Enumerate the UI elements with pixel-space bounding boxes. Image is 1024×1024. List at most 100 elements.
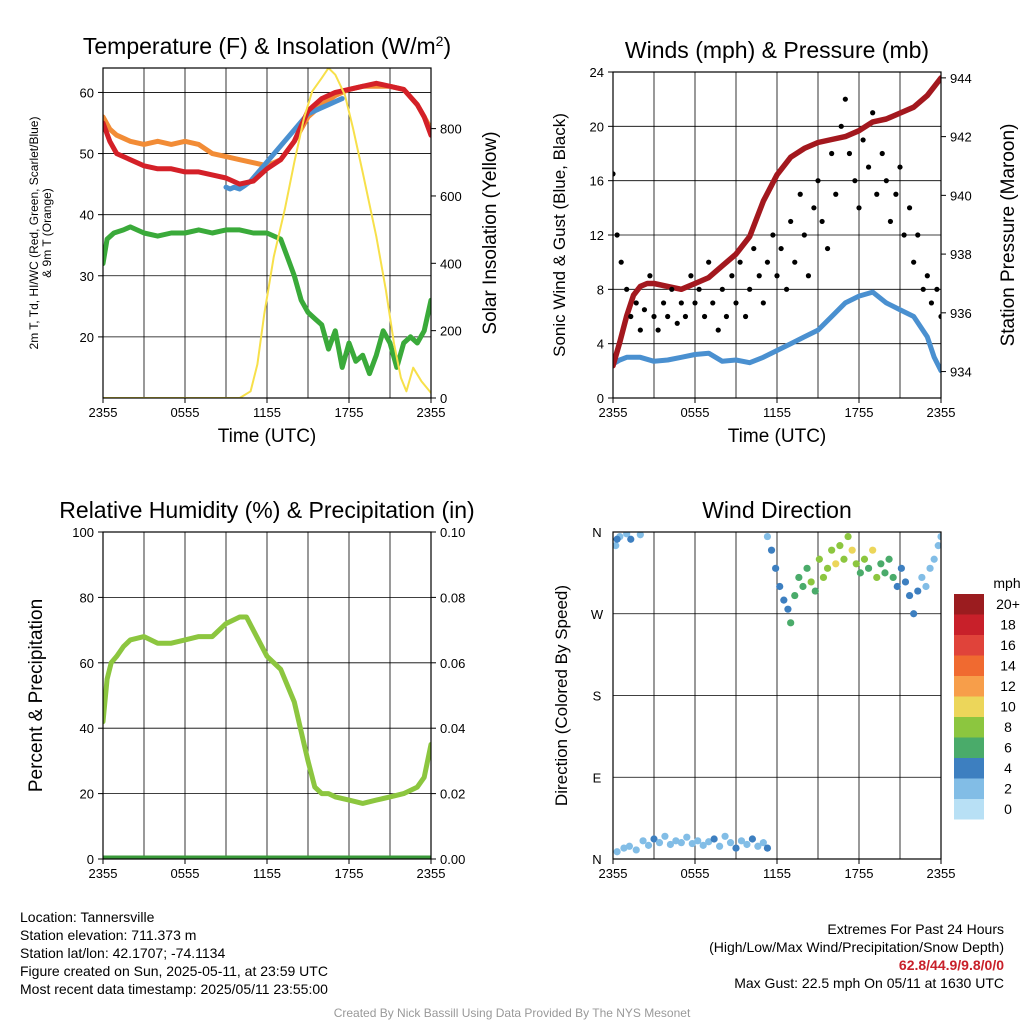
p4-direction-point — [661, 832, 669, 840]
p3-y-tick-label: 100 — [72, 525, 94, 540]
p2-gust-point — [665, 313, 671, 320]
p2-gust-point — [770, 232, 776, 238]
p2-y-label: Sonic Wind & Gust (Blue, Black) — [550, 113, 569, 357]
p2-y-tick-label: 4 — [597, 337, 604, 352]
p2-y-tick-label: 20 — [590, 119, 604, 134]
p4-direction-point — [716, 842, 724, 850]
p4-direction-point — [743, 840, 751, 849]
speed-legend-label: 10 — [1000, 699, 1016, 715]
p1-t2m-line — [103, 80, 431, 187]
p2-gust-point — [856, 205, 862, 211]
p2-gust-point — [865, 164, 872, 170]
p1-x-tick-label: 2355 — [417, 405, 446, 420]
p4-direction-point — [905, 591, 914, 600]
p2-gust-point — [811, 205, 817, 211]
p4-direction-point — [840, 555, 848, 563]
p4-direction-point — [823, 564, 832, 572]
p2-gust-point — [647, 273, 653, 279]
p2-gust-point — [928, 300, 935, 306]
p4-direction-point — [748, 835, 757, 843]
p2-gust-point — [833, 191, 839, 197]
p4-title: Wind Direction — [702, 497, 852, 523]
p2-y-tick-label: 12 — [590, 228, 604, 243]
p4-direction-point — [828, 546, 836, 554]
p4-direction-point — [910, 610, 918, 618]
p2-y2-tick-label: 938 — [950, 247, 972, 262]
speed-legend-label: 12 — [1000, 678, 1016, 694]
figure-created: Figure created on Sun, 2025-05-11, at 23… — [20, 963, 328, 979]
speed-legend-swatch — [954, 676, 984, 697]
p4-direction-point — [705, 838, 713, 846]
speed-legend-swatch — [954, 717, 984, 738]
p4-direction-point — [873, 573, 881, 582]
p2-x-tick-label: 0555 — [681, 405, 710, 420]
station-info: Location: Tannersville Station elevation… — [20, 908, 328, 998]
p2-gust-point — [887, 218, 894, 225]
p2-gust-point — [774, 273, 780, 279]
p2-gust-point — [641, 307, 648, 313]
p4-direction-point — [803, 564, 811, 572]
p2-gust-point — [682, 313, 689, 320]
p4-direction-point — [819, 573, 828, 582]
p4-direction-point — [772, 564, 780, 572]
p1-y-tick-label: 30 — [80, 269, 94, 284]
p4-direction-point — [699, 841, 707, 849]
p3-y2-tick-label: 0.02 — [440, 787, 465, 802]
p4-y-tick-label: S — [593, 689, 602, 704]
p2-gust-point — [801, 232, 807, 238]
p2-gust-point — [628, 313, 634, 320]
p2-gust-point — [842, 96, 848, 102]
p2-x-tick-label: 1155 — [763, 405, 791, 420]
p2-gust-point — [719, 286, 725, 292]
p2-gust-point — [920, 286, 926, 292]
p1-y-tick-label: 50 — [80, 147, 94, 162]
p2-gust-point — [824, 245, 831, 252]
p2-gust-point — [915, 232, 921, 238]
p2-gust-point — [860, 137, 866, 143]
p1-data — [103, 68, 431, 398]
p1-y-tick-label: 40 — [80, 208, 94, 223]
p2-gust-point — [906, 205, 913, 211]
p2-gust-point — [701, 313, 708, 320]
p3-y-label: Percent & Precipitation — [26, 599, 47, 792]
p2-y2-tick-label: 944 — [950, 71, 972, 86]
p3-y-tick-label: 40 — [80, 721, 94, 736]
p3-y-tick-label: 60 — [80, 656, 94, 671]
p4-x-tick-label: 2355 — [599, 866, 628, 881]
p2-gust-point — [723, 313, 730, 320]
p2-gust-point — [788, 218, 794, 225]
p4-direction-point — [683, 833, 691, 841]
p4-direction-point — [787, 619, 795, 627]
p4-direction-point — [613, 535, 621, 543]
p2-gust-point — [901, 232, 907, 238]
p2-gust-point — [805, 273, 812, 279]
p2-gust-point — [706, 259, 712, 265]
p3-frame — [102, 531, 432, 860]
p2-gust-point — [660, 300, 667, 306]
p2-title: Winds (mph) & Pressure (mb) — [625, 37, 929, 63]
p4-direction-point — [860, 555, 869, 563]
p4-direction-point — [776, 582, 784, 591]
p4-direction-point — [864, 564, 873, 572]
speed-legend-label: 16 — [1000, 637, 1016, 653]
p4-direction-point — [791, 591, 799, 600]
p2-gust-point — [692, 300, 698, 306]
p1-x-tick-label: 1755 — [335, 405, 364, 420]
p4-x-tick-label: 1155 — [763, 866, 791, 881]
p4-x-tick-label: 1755 — [845, 866, 874, 881]
p1-y2-tick-label: 0 — [440, 391, 447, 406]
p4-direction-point — [869, 546, 877, 554]
p4-direction-point — [767, 546, 776, 554]
p2-gust-point — [760, 300, 766, 306]
p3-x-tick-label: 1155 — [253, 866, 281, 881]
p2-gust-point — [715, 327, 721, 333]
p3-y-tick-label: 0 — [87, 852, 94, 867]
p1-panel: 2355 0555 1155 1755 235520304050600200400600… — [27, 33, 501, 447]
p2-x-tick-label: 2355 — [927, 405, 956, 420]
p2-gust-point — [792, 259, 798, 265]
p2-gust-point — [874, 191, 880, 197]
p4-direction-point — [632, 846, 640, 854]
p1-x-label: Time (UTC) — [218, 426, 317, 447]
p1-title: Temperature (F) & Insolation (W/m2) — [83, 33, 451, 59]
